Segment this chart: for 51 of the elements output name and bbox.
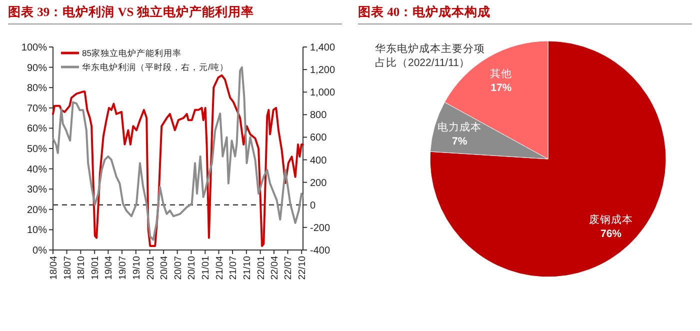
- y-tick-label: 60%: [26, 124, 48, 135]
- x-tick-label: 19/07: [117, 256, 128, 280]
- x-tick-label: 18/07: [62, 256, 74, 280]
- y2-tick-label: 1,200: [310, 65, 336, 76]
- y2-tick-label: 0: [310, 200, 316, 212]
- slice-label: 电力成本: [438, 120, 482, 134]
- y2-tick-label: 600: [310, 132, 328, 144]
- data-label: 17%: [490, 82, 512, 94]
- x-tick-label: 19/01: [90, 256, 102, 280]
- chart-title: 图表 39：电炉利润 VS 独立电炉产能利用率: [8, 4, 254, 19]
- y-tick-label: 90%: [26, 62, 48, 74]
- y2-tick-label: -200: [310, 222, 330, 234]
- data-label: 76%: [600, 228, 622, 240]
- x-tick-label: 19/10: [131, 256, 142, 280]
- y2-tick-label: 200: [310, 178, 328, 189]
- legend-label: 85家独立电炉产能利用率: [82, 48, 182, 58]
- y-tick-label: 40%: [26, 164, 48, 176]
- slice-label: 废钢成本: [589, 213, 634, 226]
- y2-tick-label: -400: [310, 246, 330, 256]
- y-tick-label: 80%: [26, 83, 48, 94]
- x-tick-label: 21/01: [200, 256, 212, 280]
- y2-tick-label: 1,400: [310, 42, 336, 54]
- x-tick-label: 20/10: [186, 256, 198, 280]
- y-tick-label: 10%: [26, 225, 48, 236]
- y-tick-label: 20%: [26, 204, 48, 216]
- x-tick-label: 21/07: [228, 256, 240, 280]
- y-tick-label: 50%: [26, 144, 48, 155]
- x-tick-label: 22/04: [269, 256, 280, 280]
- y-tick-label: 100%: [21, 42, 48, 54]
- x-tick-label: 22/01: [256, 256, 267, 280]
- x-tick-label: 20/01: [145, 256, 156, 280]
- x-tick-label: 19/04: [104, 256, 115, 280]
- x-tick-label: 18/04: [48, 256, 60, 280]
- slice-label: 其他: [490, 66, 512, 80]
- y2-tick-label: 1,000: [310, 88, 336, 99]
- y-tick-label: 0%: [32, 246, 48, 256]
- x-tick-label: 22/07: [283, 256, 294, 280]
- chart-title: 图表 40：电炉成本构成: [358, 4, 491, 19]
- y2-tick-label: 400: [310, 155, 328, 166]
- legend-label: 华东电炉利润（平时段，右，元/吨）: [82, 62, 228, 72]
- y-tick-label: 70%: [26, 103, 48, 114]
- y-tick-label: 30%: [26, 184, 48, 196]
- text: 华东电炉成本主要分项占比（2022/11/11）: [375, 42, 485, 69]
- y2-tick-label: 800: [310, 110, 328, 122]
- x-tick-label: 20/07: [172, 256, 184, 280]
- x-tick-label: 22/10: [297, 256, 308, 280]
- data-label: 7%: [452, 135, 468, 148]
- x-tick-label: 21/10: [242, 256, 253, 280]
- x-tick-label: 20/04: [159, 256, 170, 280]
- x-tick-label: 21/04: [214, 256, 226, 280]
- x-tick-label: 18/10: [76, 256, 88, 280]
